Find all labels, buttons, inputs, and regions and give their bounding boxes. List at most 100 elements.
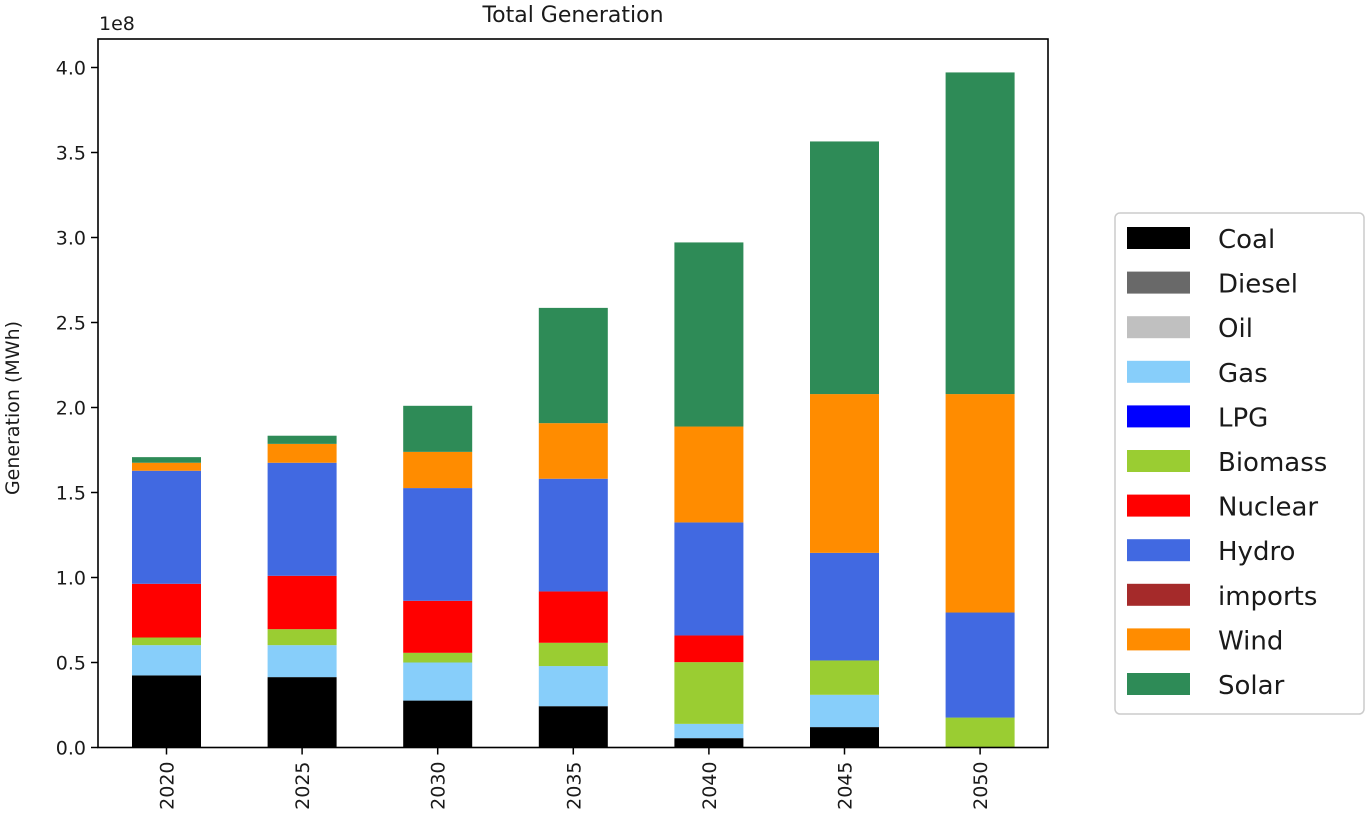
bar-segment-gas-2035 <box>538 666 608 707</box>
plot-frame <box>97 38 1049 749</box>
y-tick-label: 2.5 <box>56 313 86 335</box>
bar-segment-gas-2020 <box>132 645 201 676</box>
legend-label: Nuclear <box>1218 493 1318 523</box>
bar-segment-coal-2040 <box>674 738 744 748</box>
bar-segment-gas-2025 <box>267 645 337 678</box>
legend-label: imports <box>1218 582 1317 612</box>
legend-item-diesel: Diesel <box>1127 270 1298 300</box>
bar-segment-wind-2030 <box>403 451 473 489</box>
y-tick-label: 1.5 <box>56 483 86 505</box>
bar-segment-hydro-2040 <box>674 522 744 636</box>
legend-item-oil: Oil <box>1127 314 1253 344</box>
bar-segment-coal-2020 <box>132 675 201 748</box>
bar-segment-hydro-2030 <box>403 488 473 601</box>
bar-segment-nuclear-2035 <box>538 591 608 643</box>
y-tick-label: 0.0 <box>56 738 86 760</box>
legend-swatch <box>1127 494 1190 517</box>
y-tick-label: 3.5 <box>56 143 86 165</box>
legend-swatch <box>1127 271 1190 294</box>
legend-item-gas: Gas <box>1127 359 1268 389</box>
y-tick-label: 1.0 <box>56 568 86 590</box>
legend-item-solar: Solar <box>1127 671 1285 701</box>
bar-segment-gas-2040 <box>674 723 744 739</box>
legend-item-lpg: LPG <box>1127 403 1268 433</box>
legend-item-nuclear: Nuclear <box>1127 493 1318 523</box>
bar-segment-solar-2045 <box>810 141 879 395</box>
legend-label: Oil <box>1218 314 1253 344</box>
legend-swatch <box>1127 673 1190 695</box>
bar-segment-wind-2050 <box>945 394 1015 613</box>
x-tick-label: 2025 <box>292 762 314 810</box>
bar-segment-solar-2050 <box>945 72 1015 395</box>
chart-title: Total Generation <box>481 3 663 28</box>
y-axis-label: Generation (MWh) <box>2 321 24 495</box>
y-axis: 0.0 0.5 1.0 1.5 2.0 2.5 3.0 3.5 4.0 <box>56 58 98 760</box>
bar-segment-wind-2025 <box>267 443 337 463</box>
bar-segment-nuclear-2040 <box>674 635 744 663</box>
bar-segment-wind-2045 <box>810 394 879 553</box>
bar-segment-solar-2030 <box>403 405 473 452</box>
bar-segment-nuclear-2030 <box>403 600 473 653</box>
legend-swatch <box>1127 583 1190 606</box>
legend-swatch <box>1127 360 1190 383</box>
legend: Coal Diesel Oil Gas LPG Biomass Nuclear Hydro im… <box>1114 212 1365 715</box>
bar-segment-biomass-2040 <box>674 662 744 724</box>
bar-segment-nuclear-2025 <box>267 575 337 630</box>
bar-segment-biomass-2050 <box>945 717 1015 748</box>
bar-segment-coal-2045 <box>810 727 879 748</box>
x-axis: 2020 2025 2030 2035 2040 2045 2050 <box>157 747 992 810</box>
y-tick-label: 2.0 <box>56 398 86 420</box>
bar-segment-wind-2040 <box>674 426 744 523</box>
y-offset-label: 1e8 <box>99 13 135 35</box>
bar-segment-biomass-2045 <box>810 660 879 695</box>
legend-swatch <box>1127 450 1190 472</box>
legend-label: Wind <box>1218 626 1283 656</box>
bar-segment-solar-2025 <box>267 435 337 444</box>
bar-segment-coal-2035 <box>538 706 608 748</box>
bar-segment-coal-2030 <box>403 700 473 748</box>
bar-segment-biomass-2020 <box>132 637 201 646</box>
legend-swatch <box>1127 628 1190 651</box>
bar-segment-wind-2035 <box>538 423 608 479</box>
bar-segment-gas-2030 <box>403 662 473 701</box>
legend-label: Coal <box>1218 225 1275 255</box>
bar-segment-coal-2025 <box>267 677 337 748</box>
legend-swatch <box>1127 316 1190 339</box>
x-tick-label: 2035 <box>563 762 585 810</box>
bar-segment-biomass-2035 <box>538 642 608 667</box>
x-tick-label: 2050 <box>970 762 992 810</box>
x-tick-label: 2020 <box>157 762 179 810</box>
legend-label: Solar <box>1218 671 1285 701</box>
bar-segment-hydro-2020 <box>132 470 201 584</box>
legend-label: Diesel <box>1218 270 1298 300</box>
bar-segment-hydro-2035 <box>538 478 608 592</box>
x-tick-label: 2045 <box>835 762 857 810</box>
bar-segment-hydro-2045 <box>810 552 879 661</box>
legend-item-wind: Wind <box>1127 626 1283 656</box>
bar-segment-hydro-2050 <box>945 612 1015 718</box>
legend-swatch <box>1127 405 1190 428</box>
bar-segment-biomass-2025 <box>267 629 337 646</box>
bars-group <box>132 72 1015 748</box>
bar-segment-biomass-2030 <box>403 652 473 663</box>
legend-swatch <box>1127 539 1190 562</box>
bar-segment-nuclear-2020 <box>132 583 201 638</box>
y-tick-label: 3.0 <box>56 228 86 250</box>
y-tick-label: 0.5 <box>56 653 86 675</box>
y-tick-label: 4.0 <box>56 58 86 80</box>
bar-segment-solar-2040 <box>674 242 744 427</box>
legend-label: LPG <box>1218 403 1268 433</box>
legend-item-hydro: Hydro <box>1127 537 1295 567</box>
bar-segment-solar-2035 <box>538 307 608 424</box>
bar-segment-hydro-2025 <box>267 462 337 576</box>
legend-item-coal: Coal <box>1127 225 1275 255</box>
bar-segment-wind-2020 <box>132 462 201 471</box>
legend-item-imports: imports <box>1127 582 1317 612</box>
x-tick-label: 2040 <box>699 762 721 810</box>
bar-segment-solar-2020 <box>132 457 201 463</box>
x-tick-label: 2030 <box>428 762 450 810</box>
legend-swatch <box>1127 227 1190 249</box>
bar-segment-gas-2045 <box>810 694 879 728</box>
legend-label: Gas <box>1218 359 1268 389</box>
